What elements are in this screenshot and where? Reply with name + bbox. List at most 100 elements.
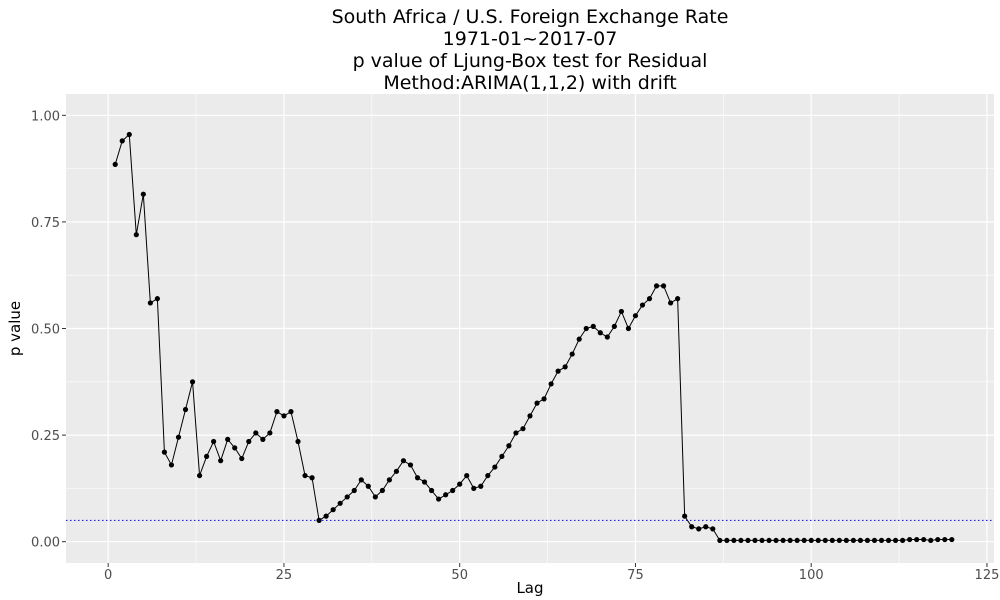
data-point [189, 379, 196, 385]
data-point [942, 536, 948, 543]
y-tick-label: 0.50 [31, 323, 60, 338]
data-point [218, 458, 224, 464]
data-point [914, 536, 920, 543]
data-point [541, 396, 547, 402]
data-point [478, 483, 484, 489]
data-point [400, 458, 407, 464]
data-point [119, 138, 125, 144]
data-point [675, 296, 681, 302]
data-point [232, 445, 238, 451]
data-point [949, 536, 955, 543]
data-point [801, 537, 807, 544]
data-point [576, 336, 582, 342]
data-point [928, 537, 934, 544]
title-line-1: South Africa / U.S. Foreign Exchange Rat… [332, 6, 729, 28]
data-point [696, 526, 702, 532]
data-point [168, 462, 175, 468]
data-point [457, 481, 463, 487]
data-point [900, 537, 906, 544]
data-point [632, 313, 639, 319]
data-point [330, 507, 336, 513]
x-axis-title: Lag [516, 579, 543, 597]
data-point [597, 330, 603, 336]
data-point [885, 537, 892, 544]
data-point [499, 453, 505, 460]
data-point [428, 487, 435, 494]
data-point [316, 517, 322, 523]
data-point [379, 487, 385, 494]
data-point [112, 161, 118, 167]
data-point [787, 537, 793, 544]
data-point [464, 472, 470, 479]
data-point [288, 409, 294, 415]
data-point [653, 283, 660, 289]
data-point [506, 443, 512, 449]
data-point [295, 438, 301, 445]
data-point [745, 537, 751, 544]
data-point [639, 302, 646, 308]
data-point [815, 537, 821, 544]
data-point [211, 438, 217, 445]
data-point [907, 536, 913, 543]
data-point [611, 323, 617, 329]
data-point [822, 537, 828, 544]
title-line-3: p value of Ljung-Box test for Residual [353, 50, 708, 72]
data-point [569, 351, 575, 357]
data-point [337, 500, 343, 506]
x-axis-ticks: 0 25 50 75 100 125 [104, 563, 999, 583]
data-point [766, 537, 772, 544]
data-point [246, 438, 252, 445]
data-point [759, 537, 765, 544]
y-axis-title: p value [6, 301, 24, 356]
data-point [239, 455, 245, 462]
data-point [436, 496, 442, 502]
data-point [843, 537, 849, 544]
data-point [689, 524, 695, 530]
data-point [738, 537, 744, 544]
data-point [196, 472, 203, 479]
data-point [253, 430, 259, 436]
data-point [154, 296, 160, 302]
data-point [604, 334, 610, 340]
data-point [175, 434, 182, 440]
x-tick-label: 75 [627, 568, 644, 583]
data-point [724, 537, 730, 544]
data-point [450, 487, 456, 494]
data-point [126, 131, 132, 138]
data-point [794, 537, 800, 544]
data-point [752, 537, 758, 544]
y-tick-label: 0.00 [31, 536, 60, 551]
data-point [829, 537, 835, 544]
data-point [668, 300, 674, 306]
data-point [161, 449, 168, 455]
data-point [485, 472, 491, 479]
data-point [520, 426, 526, 432]
y-tick-label: 1.00 [31, 109, 60, 124]
x-tick-label: 25 [276, 568, 293, 583]
data-point [625, 325, 632, 332]
data-point [281, 413, 287, 419]
data-point [133, 232, 139, 238]
data-point [358, 477, 364, 483]
data-point [513, 430, 519, 436]
data-point [225, 436, 231, 442]
data-point [140, 191, 146, 197]
data-point [850, 537, 856, 544]
data-point [274, 409, 280, 415]
data-point [562, 364, 568, 370]
data-point [393, 468, 400, 474]
data-point [344, 494, 350, 500]
data-point [147, 300, 153, 306]
data-point [808, 537, 814, 544]
data-point [871, 537, 878, 544]
data-point [646, 296, 653, 302]
data-point [267, 430, 273, 436]
data-point [365, 483, 371, 489]
x-tick-label: 50 [451, 568, 468, 583]
data-points [112, 131, 955, 544]
data-point [527, 413, 533, 419]
data-point [780, 537, 786, 544]
data-point [421, 479, 428, 485]
data-point [682, 513, 688, 519]
